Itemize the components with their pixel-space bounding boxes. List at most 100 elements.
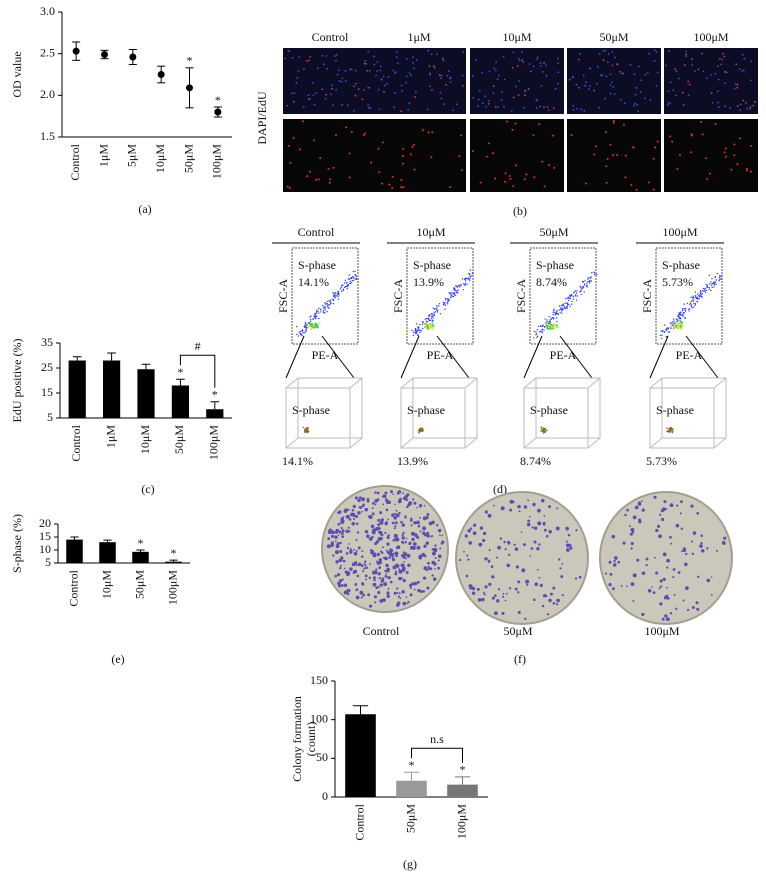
colony xyxy=(368,604,373,608)
nucleus xyxy=(535,107,538,110)
colony xyxy=(484,510,488,514)
nucleus xyxy=(705,77,708,79)
colony xyxy=(407,503,411,507)
nucleus xyxy=(503,105,505,108)
event xyxy=(580,290,582,293)
nucleus xyxy=(523,106,526,109)
nucleus xyxy=(307,94,310,97)
nucleus xyxy=(441,57,444,60)
colony xyxy=(340,517,345,521)
nucleus xyxy=(330,84,333,87)
nucleus xyxy=(548,109,550,112)
colony xyxy=(344,508,348,512)
nucleus xyxy=(442,59,445,62)
colony xyxy=(326,544,331,549)
nucleus xyxy=(439,91,442,94)
colony xyxy=(346,546,349,549)
colony xyxy=(472,531,477,536)
nucleus xyxy=(742,69,745,72)
colony xyxy=(413,501,417,505)
event-3d xyxy=(670,426,672,429)
event xyxy=(561,308,564,311)
event xyxy=(682,309,684,312)
event xyxy=(469,269,472,271)
colony xyxy=(536,568,539,571)
edu-cell xyxy=(548,164,551,167)
colony xyxy=(540,498,545,503)
colony xyxy=(335,560,339,564)
event xyxy=(575,299,578,301)
x-tick-label: 10μM xyxy=(153,144,167,173)
nucleus xyxy=(667,90,670,93)
bar xyxy=(447,784,478,797)
colony xyxy=(392,565,397,570)
event xyxy=(322,310,325,312)
colony xyxy=(384,569,387,573)
colony xyxy=(630,547,633,550)
event-dense xyxy=(549,325,552,328)
event xyxy=(426,320,429,323)
event xyxy=(457,285,460,287)
x-tick-label: 50μM xyxy=(181,144,195,173)
colony xyxy=(515,565,519,569)
event xyxy=(700,290,702,293)
colony xyxy=(468,541,473,545)
nucleus xyxy=(395,56,398,59)
nucleus xyxy=(653,60,656,62)
colony xyxy=(654,556,656,559)
event xyxy=(580,293,583,295)
colony xyxy=(523,543,526,547)
colony xyxy=(337,511,340,515)
nucleus xyxy=(333,55,336,57)
colony xyxy=(476,587,480,591)
colony xyxy=(417,588,421,593)
event xyxy=(324,307,326,309)
colony xyxy=(423,544,427,548)
colony xyxy=(565,543,570,548)
point xyxy=(129,53,137,61)
event xyxy=(671,321,674,323)
colony xyxy=(343,567,346,570)
colony xyxy=(386,567,391,572)
nucleus xyxy=(646,71,649,74)
nucleus xyxy=(484,95,486,98)
nucleus xyxy=(494,106,497,108)
colony xyxy=(340,519,345,524)
event xyxy=(421,321,424,324)
event xyxy=(314,312,316,315)
nucleus xyxy=(648,52,651,55)
nucleus xyxy=(613,93,616,96)
nucleus xyxy=(721,58,724,61)
colony xyxy=(385,572,387,575)
colony xyxy=(389,490,393,494)
colony xyxy=(638,501,642,505)
edu-cell xyxy=(612,121,615,124)
event xyxy=(685,310,687,312)
nucleus xyxy=(656,71,659,74)
point xyxy=(72,47,80,55)
nucleus xyxy=(430,53,433,56)
nucleus xyxy=(582,74,585,77)
nucleus xyxy=(688,83,691,86)
edu-cell xyxy=(543,185,546,188)
colony xyxy=(512,500,515,504)
nucleus xyxy=(494,69,497,72)
nucleus xyxy=(634,93,637,96)
colony xyxy=(624,513,627,517)
edu-cell xyxy=(504,172,507,175)
nucleus xyxy=(691,58,693,60)
nucleus xyxy=(321,54,324,57)
colony xyxy=(361,555,364,558)
edu-cell xyxy=(348,176,351,179)
colony xyxy=(355,563,358,566)
event xyxy=(571,300,573,303)
nucleus xyxy=(535,99,538,102)
nucleus xyxy=(733,87,736,90)
panel-label: (f) xyxy=(514,652,526,666)
event xyxy=(337,290,340,293)
nucleus xyxy=(413,67,415,70)
nucleus xyxy=(335,59,337,62)
event xyxy=(673,320,675,322)
colony xyxy=(523,505,528,509)
event xyxy=(560,304,563,307)
